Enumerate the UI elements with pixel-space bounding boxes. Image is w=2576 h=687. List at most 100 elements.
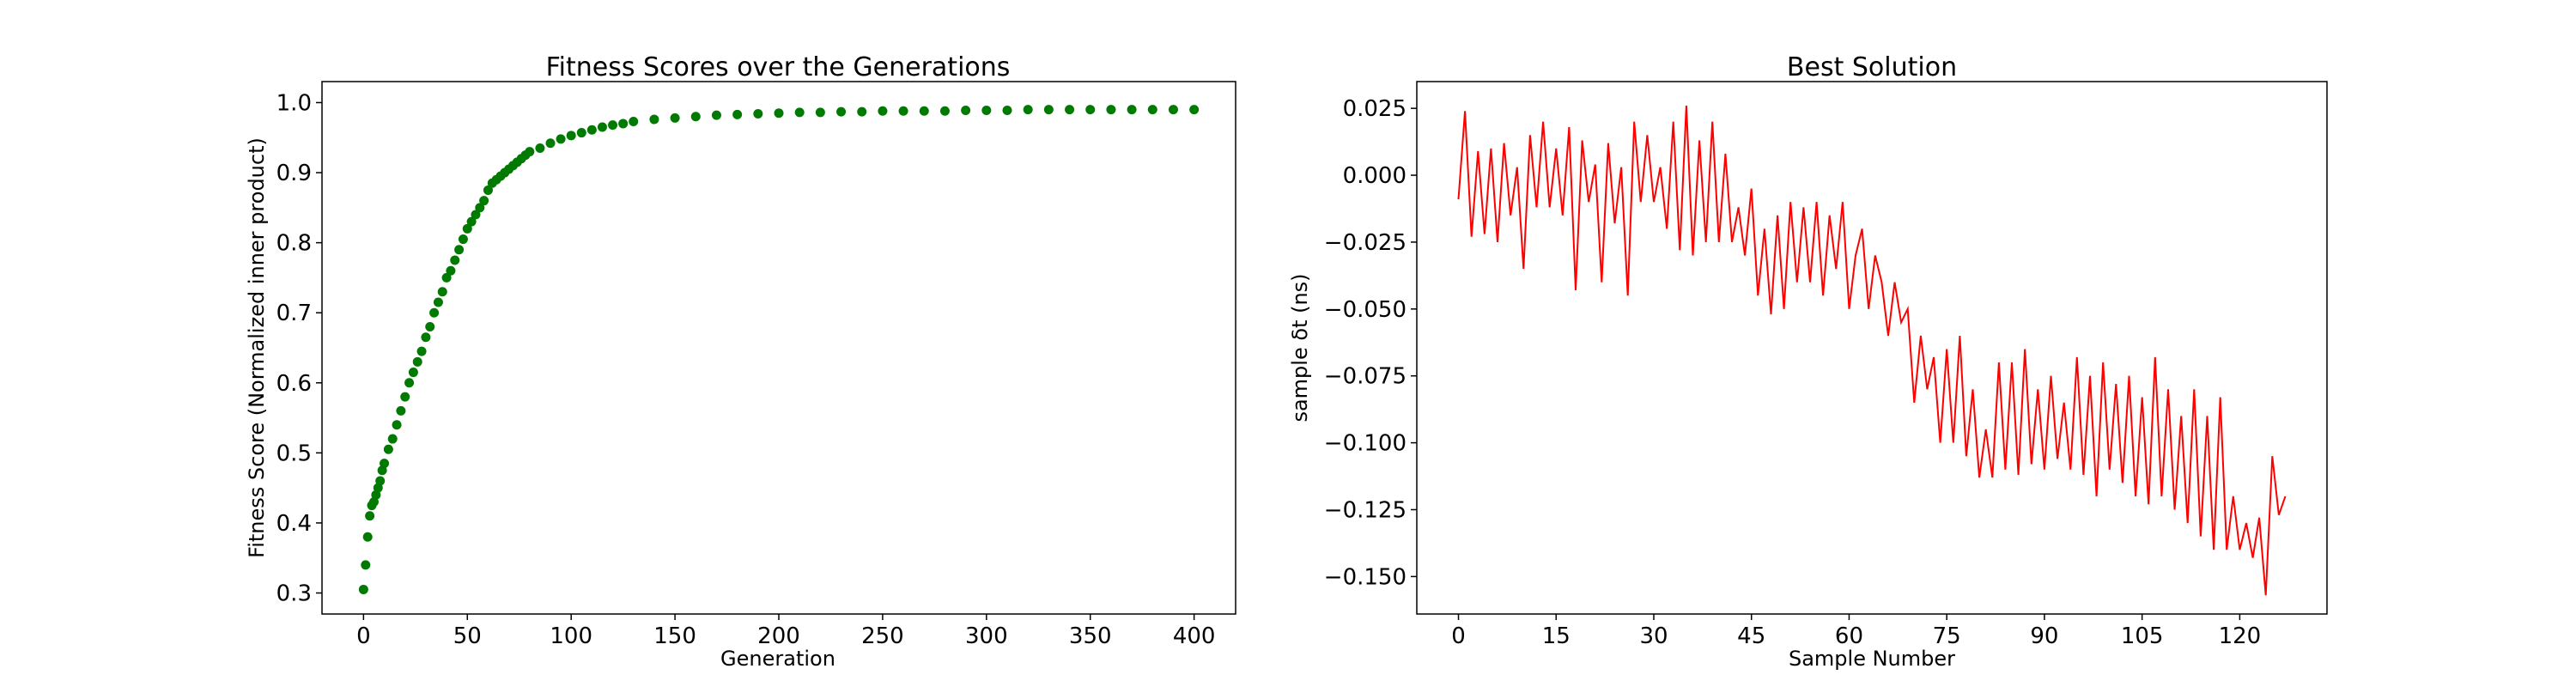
- fitness-point: [479, 196, 489, 206]
- fitness-point: [898, 106, 908, 116]
- fitness-y-tick-label: 0.6: [276, 371, 312, 397]
- fitness-point: [981, 105, 992, 115]
- fitness-point: [556, 134, 566, 144]
- best-solution-x-tick-label: 120: [2219, 623, 2262, 649]
- fitness-point: [774, 108, 784, 119]
- fitness-point: [649, 114, 659, 125]
- fitness-point: [433, 297, 443, 307]
- fitness-point: [1065, 105, 1075, 115]
- fitness-panel: Fitness Scores over the Generations 0 50 1…: [245, 52, 1236, 671]
- best-solution-y-tick-label: −0.075: [1324, 364, 1406, 390]
- fitness-point: [446, 265, 456, 276]
- fitness-x-axis: 0 50 100 150 200 250 300 350 400: [356, 614, 1215, 649]
- fitness-x-tick-label: 250: [861, 623, 904, 649]
- fitness-point: [1147, 105, 1157, 115]
- fitness-point: [412, 356, 422, 367]
- best-solution-y-tick-label: −0.050: [1324, 297, 1406, 323]
- fitness-point: [421, 332, 431, 343]
- fitness-point: [361, 560, 371, 570]
- fitness-y-tick-label: 0.4: [276, 511, 312, 537]
- fitness-point: [375, 476, 386, 486]
- fitness-point: [525, 147, 535, 157]
- fitness-plot-area: [358, 105, 1200, 594]
- best-solution-x-tick-label: 30: [1639, 623, 1668, 649]
- fitness-point: [939, 106, 950, 116]
- fitness-x-tick-label: 100: [550, 623, 592, 649]
- fitness-point: [358, 584, 368, 594]
- best-solution-x-tick-label: 105: [2121, 623, 2164, 649]
- fitness-point: [1002, 105, 1012, 115]
- best-solution-x-tick-label: 0: [1451, 623, 1466, 649]
- fitness-point: [857, 106, 867, 117]
- fitness-point: [408, 368, 418, 378]
- fitness-point: [815, 107, 825, 118]
- fitness-point: [794, 107, 805, 118]
- fitness-y-axis-label: Fitness Score (Normalized inner product): [245, 137, 269, 558]
- fitness-point: [462, 223, 472, 234]
- fitness-point: [732, 109, 743, 119]
- fitness-chart-title: Fitness Scores over the Generations: [546, 52, 1011, 82]
- best-solution-x-axis-label: Sample Number: [1789, 647, 1955, 671]
- fitness-x-tick-label: 50: [453, 623, 482, 649]
- fitness-point: [400, 392, 410, 402]
- best-solution-x-tick-label: 45: [1737, 623, 1765, 649]
- best-solution-x-tick-label: 75: [1933, 623, 1961, 649]
- fitness-point: [597, 122, 607, 132]
- fitness-y-tick-label: 0.7: [276, 301, 312, 326]
- fitness-point: [475, 203, 485, 213]
- fitness-point: [1127, 105, 1137, 115]
- fitness-point: [365, 511, 375, 521]
- fitness-point: [1043, 105, 1054, 115]
- fitness-axes-frame: [321, 81, 1236, 615]
- fitness-point: [437, 287, 447, 297]
- best-solution-x-tick-label: 60: [1835, 623, 1863, 649]
- fitness-point: [466, 216, 477, 227]
- fitness-y-tick-label: 0.8: [276, 231, 312, 257]
- best-solution-plot-area: [1457, 105, 2287, 596]
- fitness-point: [1168, 105, 1178, 115]
- best-solution-y-tick-label: −0.025: [1324, 230, 1406, 256]
- fitness-point: [586, 125, 597, 135]
- fitness-x-tick-label: 150: [653, 623, 696, 649]
- fitness-point: [836, 106, 847, 117]
- fitness-point: [711, 110, 721, 120]
- best-solution-y-tick-label: 0.025: [1343, 96, 1406, 122]
- best-solution-line: [1457, 105, 2287, 596]
- fitness-point: [396, 405, 406, 416]
- fitness-point: [429, 307, 440, 318]
- fitness-point: [441, 272, 452, 283]
- fitness-x-axis-label: Generation: [720, 647, 835, 671]
- best-solution-y-tick-label: −0.100: [1324, 431, 1406, 457]
- fitness-y-axis: 0.3 0.4 0.5 0.6 0.7 0.8 0.9 1.0: [276, 90, 322, 607]
- fitness-x-tick-label: 200: [757, 623, 800, 649]
- fitness-y-tick-label: 1.0: [276, 90, 312, 116]
- fitness-x-tick-label: 0: [356, 623, 371, 649]
- fitness-point: [629, 117, 639, 126]
- fitness-y-tick-label: 0.5: [276, 441, 312, 466]
- best-solution-y-axis: 0.025 0.000 −0.025 −0.050 −0.075 −0.100 −0.125…: [1324, 96, 1417, 590]
- fitness-point: [566, 131, 576, 141]
- fitness-y-tick-label: 0.9: [276, 161, 312, 186]
- fitness-point: [362, 532, 373, 542]
- fitness-point: [380, 459, 390, 469]
- fitness-point: [383, 444, 393, 454]
- fitness-point: [416, 346, 427, 356]
- fitness-point: [1106, 105, 1116, 115]
- fitness-point: [458, 234, 468, 245]
- best-solution-y-tick-label: −0.150: [1324, 564, 1406, 590]
- best-solution-y-axis-label: sample δt (ns): [1288, 273, 1312, 422]
- fitness-point: [690, 112, 701, 122]
- fitness-point: [425, 322, 435, 332]
- fitness-x-tick-label: 350: [1069, 623, 1112, 649]
- fitness-x-tick-label: 300: [965, 623, 1008, 649]
- fitness-point: [919, 106, 929, 116]
- fitness-point: [753, 109, 763, 119]
- fitness-point: [471, 210, 481, 220]
- fitness-point: [1023, 105, 1033, 115]
- best-solution-x-tick-label: 90: [2030, 623, 2058, 649]
- fitness-point: [878, 106, 888, 116]
- fitness-point: [535, 143, 545, 153]
- fitness-point: [1189, 105, 1200, 115]
